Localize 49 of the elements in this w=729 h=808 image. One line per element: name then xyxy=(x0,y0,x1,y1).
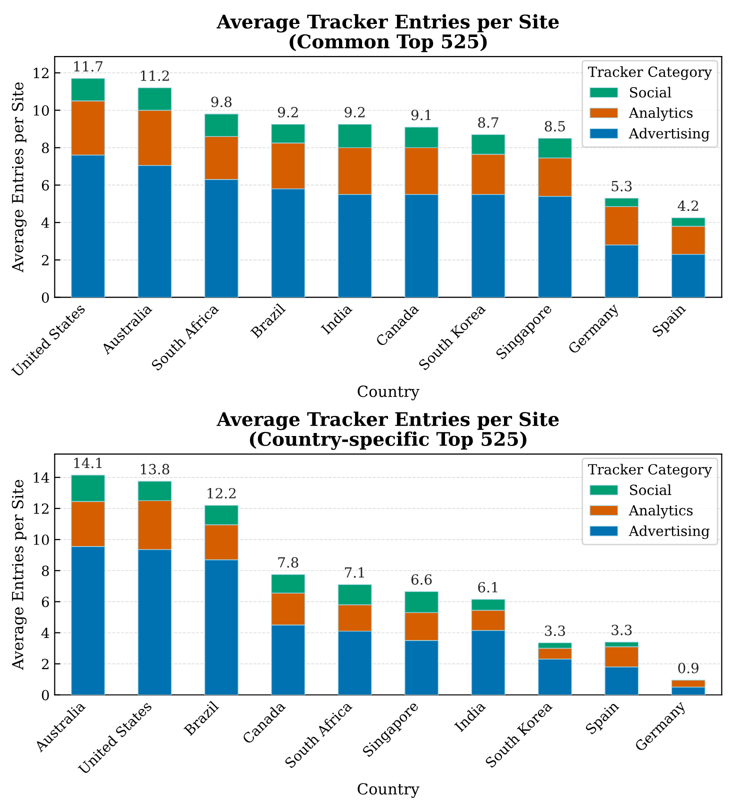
total-label: 0.9 xyxy=(678,662,698,674)
total-label: 7.1 xyxy=(344,567,364,578)
y-tick-label: 0 xyxy=(42,690,49,700)
total-label: 14.1 xyxy=(74,458,102,468)
y-tick-label: 10 xyxy=(34,105,49,116)
y-tick-label: 6 xyxy=(42,596,49,608)
total-label: 3.3 xyxy=(544,625,565,636)
total-label: 8.5 xyxy=(544,120,565,132)
total-label: 11.7 xyxy=(74,61,102,72)
chart-title: Average Tracker Entries per Site (Country-specific Top 525) xyxy=(216,412,559,450)
total-label: 6.1 xyxy=(478,582,498,592)
legend-label: Analytics xyxy=(628,107,693,121)
y-tick-label: 0 xyxy=(42,292,49,303)
total-label: 9.8 xyxy=(211,96,232,108)
total-label: 9.2 xyxy=(278,106,298,118)
total-label: 7.8 xyxy=(278,557,298,568)
total-label: 6.6 xyxy=(411,574,432,585)
legend-title: Tracker Category xyxy=(588,464,712,478)
legend-label: Social xyxy=(630,484,672,496)
y-tick-label: 8 xyxy=(42,142,49,154)
total-label: 11.2 xyxy=(140,70,169,81)
total-label: 5.3 xyxy=(612,180,632,192)
legend-label: Analytics xyxy=(628,504,693,518)
legend-label: Advertising xyxy=(628,128,710,142)
total-label: 3.3 xyxy=(612,624,632,636)
total-label: 12.2 xyxy=(208,488,236,498)
total-label: 4.2 xyxy=(678,200,698,211)
total-label: 9.1 xyxy=(411,110,431,120)
y-tick-label: 2 xyxy=(42,254,48,266)
y-tick-label: 4 xyxy=(41,628,50,638)
x-axis-title: Country xyxy=(358,783,420,798)
total-label: 9.2 xyxy=(344,106,365,118)
y-tick-label: 10 xyxy=(34,534,49,546)
total-label: 13.8 xyxy=(140,464,170,474)
y-tick-label: 4 xyxy=(41,217,50,228)
legend-title: Tracker Category xyxy=(588,66,712,80)
legend-label: Social xyxy=(630,86,672,98)
y-tick-label: 14 xyxy=(34,472,50,483)
y-tick-label: 6 xyxy=(42,180,49,191)
y-tick-label: 12 xyxy=(34,503,48,514)
legend-label: Advertising xyxy=(628,525,710,540)
chart-title: Average Tracker Entries per Site (Common Top 525) xyxy=(216,14,559,52)
x-axis-title: Country xyxy=(358,386,420,400)
total-label: 8.7 xyxy=(478,117,498,128)
y-tick-label: 12 xyxy=(34,68,48,78)
y-axis-title: Average Entries per Site xyxy=(12,480,27,670)
y-tick-label: 2 xyxy=(42,658,48,670)
y-tick-label: 8 xyxy=(42,566,49,576)
y-axis-title: Average Entries per Site xyxy=(12,82,27,272)
